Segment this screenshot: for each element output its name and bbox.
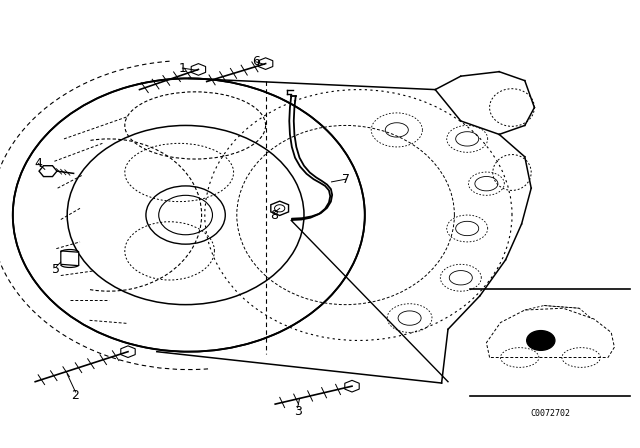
Polygon shape	[61, 251, 79, 266]
Polygon shape	[39, 166, 57, 177]
Polygon shape	[259, 58, 273, 69]
Text: 4: 4	[35, 157, 42, 170]
Polygon shape	[121, 346, 135, 358]
Text: 5: 5	[52, 263, 60, 276]
Text: 8: 8	[270, 209, 278, 223]
Text: C0072702: C0072702	[531, 409, 570, 418]
Text: 1: 1	[179, 61, 186, 75]
Polygon shape	[345, 380, 359, 392]
Polygon shape	[271, 201, 289, 215]
Text: 6: 6	[252, 55, 260, 69]
Text: 3: 3	[294, 405, 301, 418]
Polygon shape	[191, 64, 205, 75]
Circle shape	[527, 331, 555, 350]
Text: 7: 7	[342, 172, 349, 186]
Text: 2: 2	[72, 388, 79, 402]
